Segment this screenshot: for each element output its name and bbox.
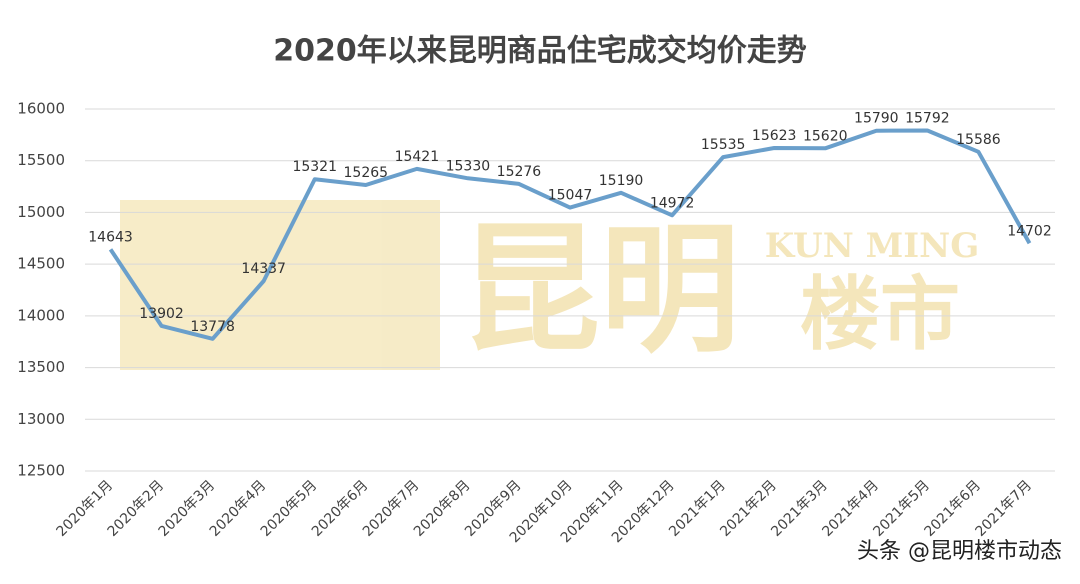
line [108,128,1032,341]
chart-title: 2020年以来昆明商品住宅成交均价走势 [273,34,807,69]
data-label: 15535 [701,137,746,153]
data-label: 15047 [548,188,593,204]
data-label: 15330 [446,158,491,174]
y-tick-label: 15000 [17,203,65,221]
y-tick-label: 15500 [17,151,65,169]
data-label: 14337 [241,261,286,277]
y-tick-label: 14500 [17,255,65,273]
y-tick-label: 14000 [17,306,65,324]
data-label: 15276 [497,164,542,180]
watermark-text: KUN MING [765,226,980,266]
watermark-text: 楼市 [800,268,960,361]
credit: 头条 @昆明楼市动态 [857,539,1062,564]
y-tick-label: 16000 [17,100,65,118]
data-label: 14643 [88,229,133,245]
data-label: 14972 [650,195,695,211]
y-tick-label: 12500 [17,462,65,480]
watermark: 昆明 楼市 KUN MING [120,200,979,373]
data-label: 14702 [1007,223,1052,239]
data-label: 15792 [905,111,950,127]
watermark-text: 昆明 [460,210,740,373]
data-label: 15586 [956,132,1001,148]
data-label: 15265 [344,165,389,181]
data-label: 15790 [854,111,899,127]
y-tick-label: 13000 [17,410,65,428]
data-label: 15321 [292,159,337,175]
watermark-shape [120,200,440,370]
data-label: 13902 [139,306,184,322]
data-label: 15421 [395,149,440,165]
data-label: 15190 [599,173,644,189]
y-tick-label: 13500 [17,358,65,376]
data-label: 13778 [190,319,235,335]
data-label: 15623 [752,128,797,144]
data-label: 15620 [803,128,848,144]
